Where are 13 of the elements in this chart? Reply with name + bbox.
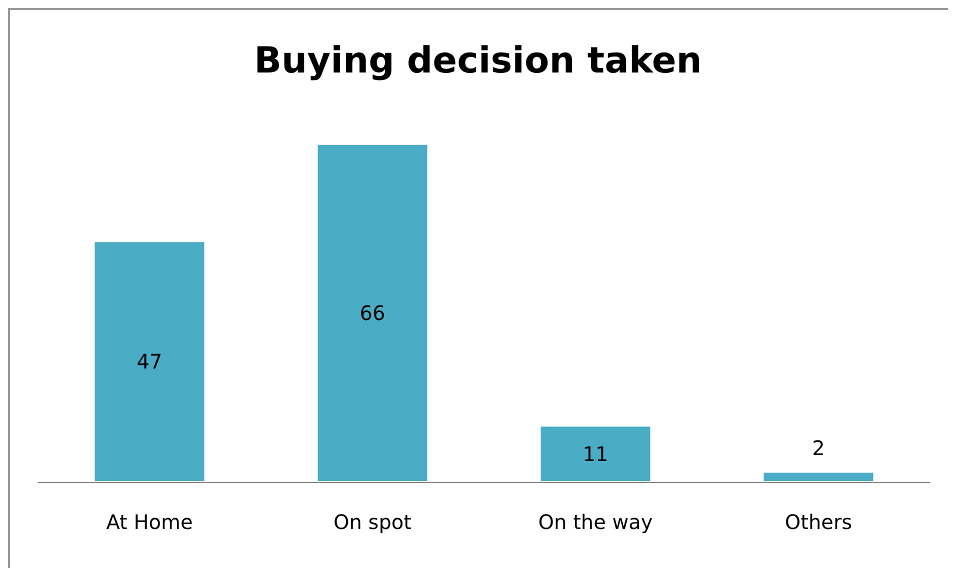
- bar: [540, 426, 652, 482]
- data-label: 66: [360, 300, 386, 325]
- x-tick-label: On spot: [334, 510, 412, 534]
- data-label: 11: [582, 442, 608, 466]
- data-label: 2: [812, 436, 825, 460]
- x-tick-label: At Home: [106, 510, 193, 534]
- x-tick-label: On the way: [538, 510, 653, 534]
- bar: [316, 144, 428, 482]
- bar: [94, 241, 206, 482]
- data-label: 47: [136, 350, 162, 374]
- x-tick-label: Others: [784, 510, 852, 534]
- chart-title: Buying decision taken: [254, 40, 702, 82]
- bar: [762, 472, 874, 482]
